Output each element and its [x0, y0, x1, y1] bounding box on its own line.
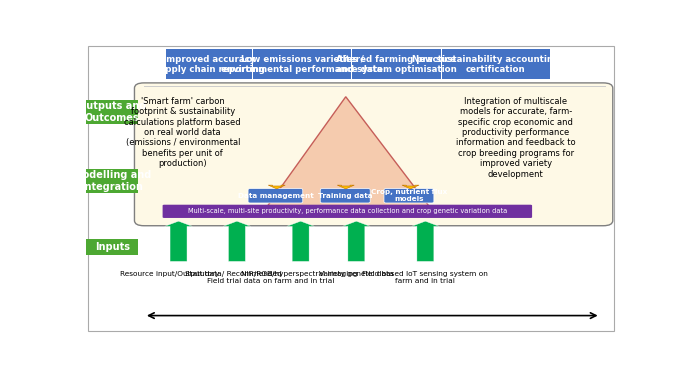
Text: Low emissions varieties /
environmental performance data: Low emissions varieties / environmental …: [221, 55, 383, 74]
FancyBboxPatch shape: [321, 188, 370, 203]
FancyBboxPatch shape: [351, 49, 440, 79]
FancyBboxPatch shape: [248, 188, 303, 203]
Text: Training data: Training data: [318, 193, 373, 199]
Polygon shape: [337, 185, 354, 189]
Text: Variety genetic data: Variety genetic data: [319, 271, 394, 277]
Text: Altered farming practice
and system optimisation: Altered farming practice and system opti…: [336, 55, 457, 74]
Text: Improved accuracy
supply chain reporting: Improved accuracy supply chain reporting: [153, 55, 264, 74]
Text: Outputs and
Outcomes: Outputs and Outcomes: [78, 101, 147, 123]
Text: Resource input/Output data: Resource input/Output data: [120, 271, 221, 277]
Text: Inputs: Inputs: [95, 242, 129, 252]
FancyBboxPatch shape: [442, 49, 549, 79]
Polygon shape: [164, 221, 192, 261]
Polygon shape: [261, 97, 436, 215]
FancyBboxPatch shape: [166, 49, 252, 79]
Text: Data management: Data management: [238, 193, 313, 199]
Text: Statutory / Recommended
Field trial data: Statutory / Recommended Field trial data: [185, 271, 282, 284]
FancyBboxPatch shape: [86, 100, 138, 124]
FancyBboxPatch shape: [162, 205, 532, 218]
Polygon shape: [412, 221, 439, 261]
Text: Field based IoT sensing system on
farm and in trial: Field based IoT sensing system on farm a…: [362, 271, 488, 284]
Text: New sustainability accounting and
certification: New sustainability accounting and certif…: [412, 55, 580, 74]
Text: 'Smart farm' carbon
footprint & sustainability
calculations platform based
on re: 'Smart farm' carbon footprint & sustaina…: [125, 97, 241, 168]
Text: Multi-scale, multi-site productivity, performance data collection and crop genet: Multi-scale, multi-site productivity, pe…: [188, 208, 507, 214]
FancyBboxPatch shape: [134, 83, 613, 226]
Text: NIR/RGB/hyperspectral imaging
on farm and in trial: NIR/RGB/hyperspectral imaging on farm an…: [241, 271, 358, 284]
Polygon shape: [269, 185, 285, 189]
Text: Crop, nutrient flux
models: Crop, nutrient flux models: [371, 189, 447, 202]
Polygon shape: [287, 221, 314, 261]
Polygon shape: [223, 221, 251, 261]
FancyBboxPatch shape: [86, 169, 138, 193]
Polygon shape: [402, 185, 419, 189]
FancyBboxPatch shape: [384, 188, 434, 203]
Text: Modelling and
integration: Modelling and integration: [73, 170, 151, 192]
Text: Integration of multiscale
models for accurate, farm-
specific crop economic and
: Integration of multiscale models for acc…: [456, 97, 575, 178]
FancyBboxPatch shape: [253, 49, 351, 79]
Polygon shape: [342, 221, 370, 261]
FancyBboxPatch shape: [86, 239, 138, 255]
